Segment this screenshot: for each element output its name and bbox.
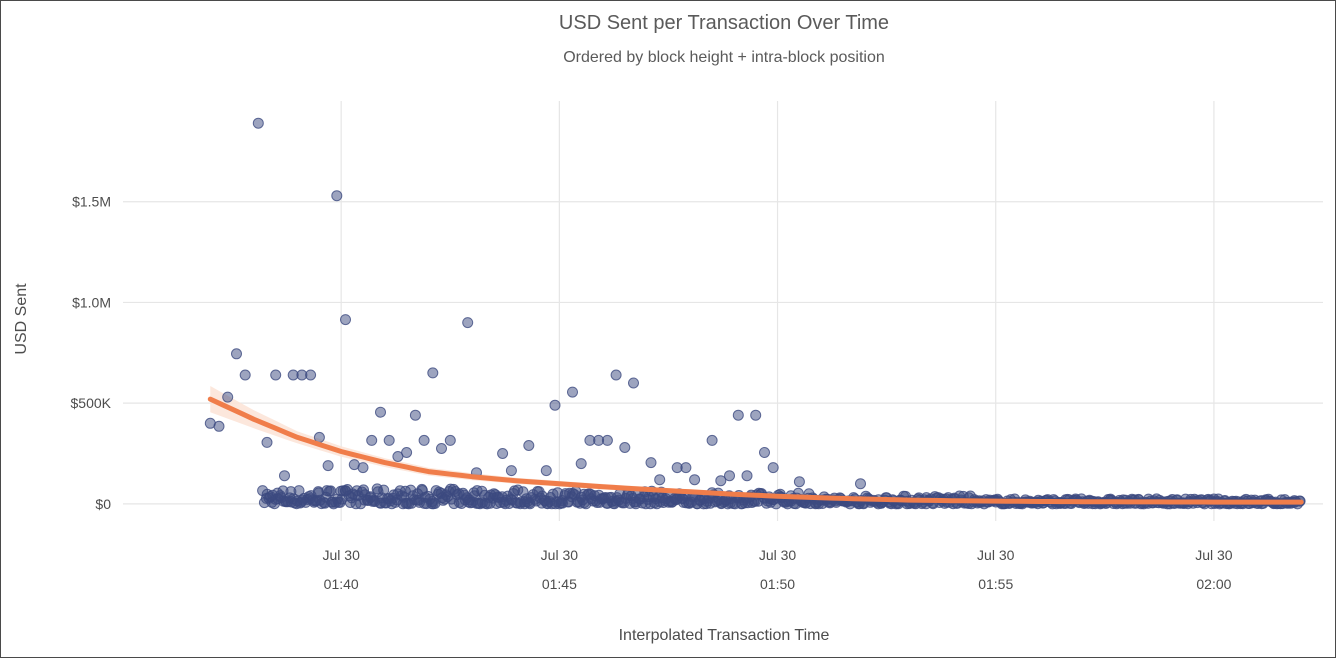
- data-point: [619, 442, 631, 453]
- data-point: [270, 369, 282, 381]
- data-point: [732, 409, 744, 421]
- data-point: [305, 369, 317, 381]
- data-point: [575, 458, 587, 470]
- data-point: [523, 440, 535, 451]
- data-point: [409, 409, 421, 421]
- trend-line-path: [207, 396, 1304, 505]
- trend-line: [207, 396, 1304, 505]
- chart-title: USD Sent per Transaction Over Time: [559, 12, 889, 34]
- x-tick-date: Jul 30: [977, 547, 1015, 563]
- x-axis-ticks: Jul 30 01:40 Jul 30 01:45 Jul 30 01:50 Jul 30 0…: [323, 547, 1233, 592]
- data-point: [505, 465, 517, 477]
- data-point: [628, 377, 639, 389]
- data-point: [759, 447, 770, 458]
- data-point: [261, 436, 273, 448]
- data-point: [689, 474, 701, 486]
- data-point: [567, 386, 578, 398]
- data-point: [375, 406, 386, 418]
- x-tick-date: Jul 30: [759, 547, 797, 563]
- data-point: [645, 457, 657, 469]
- x-tick-time: 01:45: [542, 576, 577, 592]
- data-point: [601, 434, 613, 446]
- x-tick-date: Jul 30: [1195, 547, 1233, 563]
- data-point: [325, 485, 337, 497]
- data-point: [222, 391, 234, 403]
- data-point: [767, 462, 779, 474]
- data-point: [252, 117, 264, 129]
- x-tick-date: Jul 30: [541, 547, 579, 563]
- data-point: [855, 478, 866, 490]
- x-tick-time: 01:55: [978, 576, 1013, 592]
- data-point: [357, 462, 369, 474]
- data-point: [383, 434, 395, 446]
- x-tick-time: 02:00: [1196, 576, 1231, 592]
- data-point: [322, 460, 334, 472]
- chart-subtitle: Ordered by block height + intra-block po…: [563, 49, 885, 66]
- y-tick-label: $1.0M: [72, 294, 111, 310]
- data-point: [366, 434, 378, 446]
- data-point: [706, 434, 718, 446]
- gridlines: [123, 101, 1323, 521]
- scatter-points: [204, 117, 1306, 510]
- x-tick-date: Jul 30: [323, 547, 361, 563]
- y-tick-label: $500K: [71, 395, 112, 411]
- data-point: [549, 399, 561, 411]
- data-point: [654, 474, 666, 486]
- data-point: [724, 470, 735, 482]
- data-point: [436, 443, 447, 454]
- data-point: [331, 190, 343, 202]
- data-point: [610, 369, 622, 381]
- data-point: [340, 314, 351, 326]
- data-point: [680, 462, 692, 474]
- data-point: [462, 317, 474, 329]
- y-tick-label: $0: [95, 496, 111, 512]
- data-point: [293, 485, 305, 497]
- data-point: [750, 409, 762, 421]
- data-point: [279, 470, 290, 482]
- data-point: [444, 434, 456, 446]
- data-point: [793, 476, 805, 488]
- data-point: [213, 420, 225, 432]
- data-point: [497, 448, 509, 459]
- data-point: [239, 369, 251, 381]
- y-axis-title: USD Sent: [13, 283, 30, 355]
- x-axis-title: Interpolated Transaction Time: [619, 627, 830, 644]
- data-point: [540, 465, 552, 477]
- y-tick-label: $1.5M: [72, 194, 111, 210]
- data-point: [715, 475, 727, 487]
- data-point: [418, 434, 430, 446]
- data-point: [231, 348, 242, 360]
- data-point: [427, 367, 439, 379]
- data-point: [741, 470, 753, 482]
- x-tick-time: 01:40: [324, 576, 359, 592]
- data-point: [401, 447, 413, 458]
- y-axis-ticks: $0 $500K $1.0M $1.5M: [71, 194, 112, 512]
- x-tick-time: 01:50: [760, 576, 795, 592]
